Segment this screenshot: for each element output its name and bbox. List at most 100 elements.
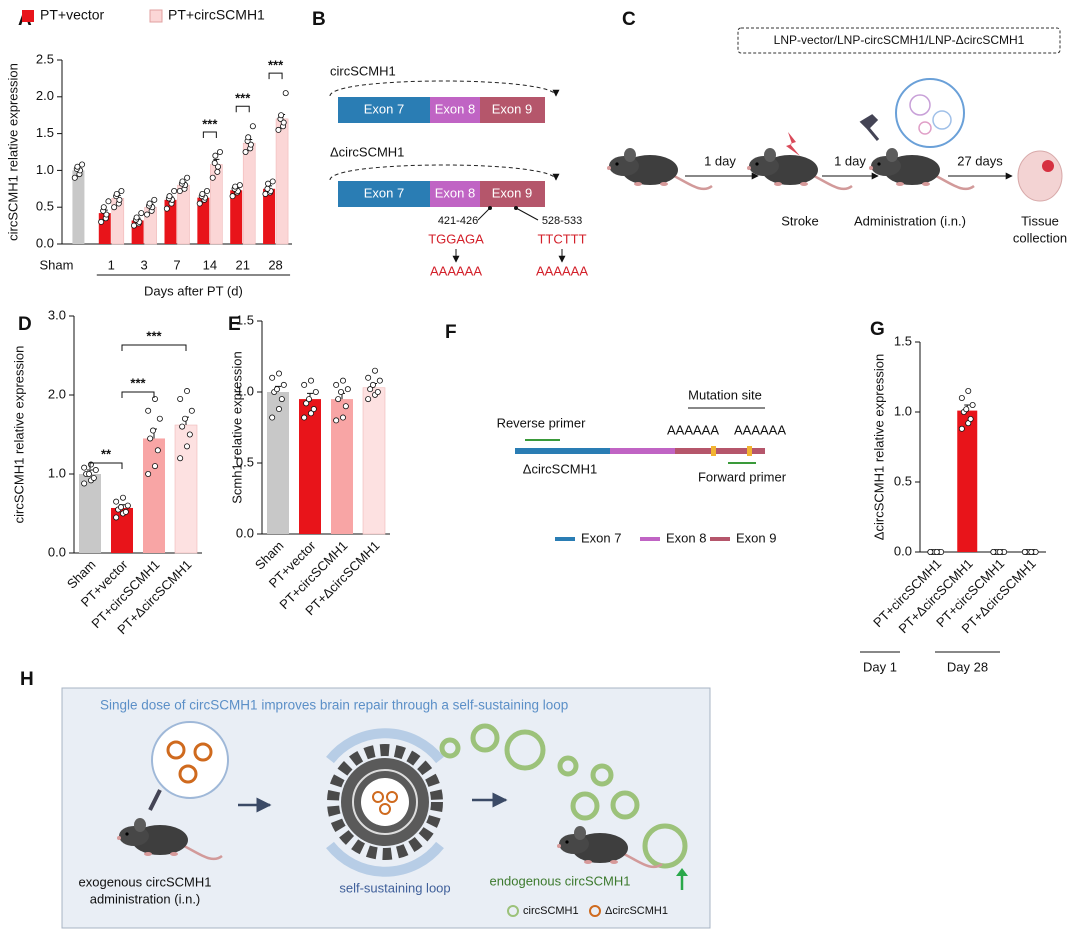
data-point xyxy=(177,395,184,402)
exon-8 xyxy=(430,181,480,207)
data-point xyxy=(124,502,131,509)
data-point xyxy=(374,388,381,395)
exon-9 xyxy=(675,448,765,454)
brain xyxy=(1017,150,1063,202)
data-point xyxy=(303,400,310,407)
bar xyxy=(72,170,85,244)
ring xyxy=(504,729,546,771)
data-point xyxy=(103,211,110,218)
data-point xyxy=(113,514,120,521)
y-tick-label: 0.0 xyxy=(236,525,254,540)
data-point xyxy=(149,427,156,434)
exon-8 xyxy=(430,97,480,123)
panel-label: D xyxy=(18,314,32,335)
bar xyxy=(197,197,210,244)
data-point xyxy=(342,403,349,410)
data-point xyxy=(216,148,223,155)
data-point xyxy=(156,415,163,422)
data-point xyxy=(247,141,254,148)
data-point xyxy=(282,90,289,97)
x-tick-label: Sham xyxy=(39,257,73,272)
pipette xyxy=(148,789,162,811)
data-point xyxy=(92,467,99,474)
data-point xyxy=(146,200,153,207)
legend-label: PT+vector xyxy=(40,7,105,23)
data-point xyxy=(145,407,152,414)
data-point xyxy=(339,414,346,421)
y-tick-label: 0.0 xyxy=(36,235,54,250)
lnp xyxy=(918,121,932,135)
panel-label: C xyxy=(622,9,636,30)
gear-core xyxy=(361,778,409,826)
ring xyxy=(386,791,398,803)
legend-label: ΔcircSCMH1 xyxy=(605,905,668,917)
y-axis-label: Scmh1 relative expression xyxy=(229,351,244,503)
data-point xyxy=(1028,549,1035,556)
bar xyxy=(275,118,289,245)
lnp-bubble xyxy=(895,78,965,148)
exon-7 xyxy=(338,97,430,123)
data-point xyxy=(203,188,210,195)
data-point xyxy=(265,180,272,187)
gear-ring xyxy=(352,769,418,835)
data-point xyxy=(100,204,107,211)
data-point xyxy=(371,367,378,374)
sig-label: *** xyxy=(202,116,218,131)
sig-label: ** xyxy=(101,446,112,461)
data-point xyxy=(199,190,206,197)
legend-label: Exon 7 xyxy=(581,530,621,545)
data-point xyxy=(965,387,972,394)
data-point xyxy=(963,406,970,413)
data-point xyxy=(90,474,97,481)
data-point xyxy=(310,406,317,413)
data-point xyxy=(138,210,145,217)
exon-9 xyxy=(480,181,545,207)
ring xyxy=(178,764,198,784)
data-point xyxy=(176,188,183,195)
data-point xyxy=(186,431,193,438)
data-point xyxy=(105,198,112,205)
construct-name: ΔcircSCMH1 xyxy=(523,461,597,476)
data-point xyxy=(122,508,129,515)
y-tick-label: 2.0 xyxy=(48,386,66,401)
y-tick-label: 3.0 xyxy=(48,307,66,322)
data-point xyxy=(212,152,219,159)
data-point xyxy=(333,381,340,388)
bar xyxy=(957,410,978,552)
ring xyxy=(470,723,500,753)
data-point xyxy=(151,395,158,402)
legend-ring xyxy=(589,905,601,917)
y-tick-label: 0.0 xyxy=(894,543,912,558)
data-point xyxy=(996,549,1003,556)
mutant-sequence: AAAAAA xyxy=(667,422,719,437)
sig-bracket xyxy=(89,462,123,469)
panel-c: C LNP-vector/LNP-circSCMH1/LNP-ΔcircSCMH… xyxy=(605,9,1067,245)
exon-label: Exon 9 xyxy=(492,185,532,200)
data-point xyxy=(177,455,184,462)
ring xyxy=(379,803,391,815)
x-tick-label: 7 xyxy=(173,257,180,272)
exon-8 xyxy=(610,448,675,454)
y-tick-label: 0.5 xyxy=(36,199,54,214)
ring xyxy=(610,790,640,820)
data-point xyxy=(249,123,256,130)
data-point xyxy=(116,196,123,203)
exon-label: Exon 8 xyxy=(435,101,475,116)
stage: Tissue xyxy=(1021,213,1059,228)
legend-label: Exon 8 xyxy=(666,530,706,545)
sig-label: *** xyxy=(235,91,251,106)
data-point xyxy=(365,396,372,403)
ring xyxy=(570,791,600,821)
y-tick-label: 0.5 xyxy=(894,473,912,488)
construct-title: circSCMH1 xyxy=(330,63,396,78)
data-point xyxy=(183,443,190,450)
panel-f: F Mutation site Reverse primer AAAAAA AA… xyxy=(445,322,787,545)
exon-7 xyxy=(515,448,610,454)
interval: 1 day xyxy=(704,153,736,168)
stage: collection xyxy=(1013,230,1067,245)
mutant-sequence: AAAAAA xyxy=(430,263,482,278)
data-point xyxy=(307,377,314,384)
legend-label: PT+circSCMH1 xyxy=(168,7,265,23)
data-point xyxy=(339,377,346,384)
mutation xyxy=(711,446,716,456)
